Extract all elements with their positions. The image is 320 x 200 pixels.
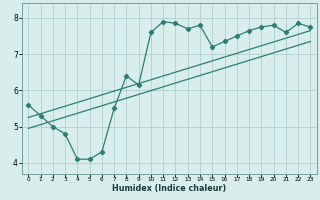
X-axis label: Humidex (Indice chaleur): Humidex (Indice chaleur) (112, 184, 227, 193)
